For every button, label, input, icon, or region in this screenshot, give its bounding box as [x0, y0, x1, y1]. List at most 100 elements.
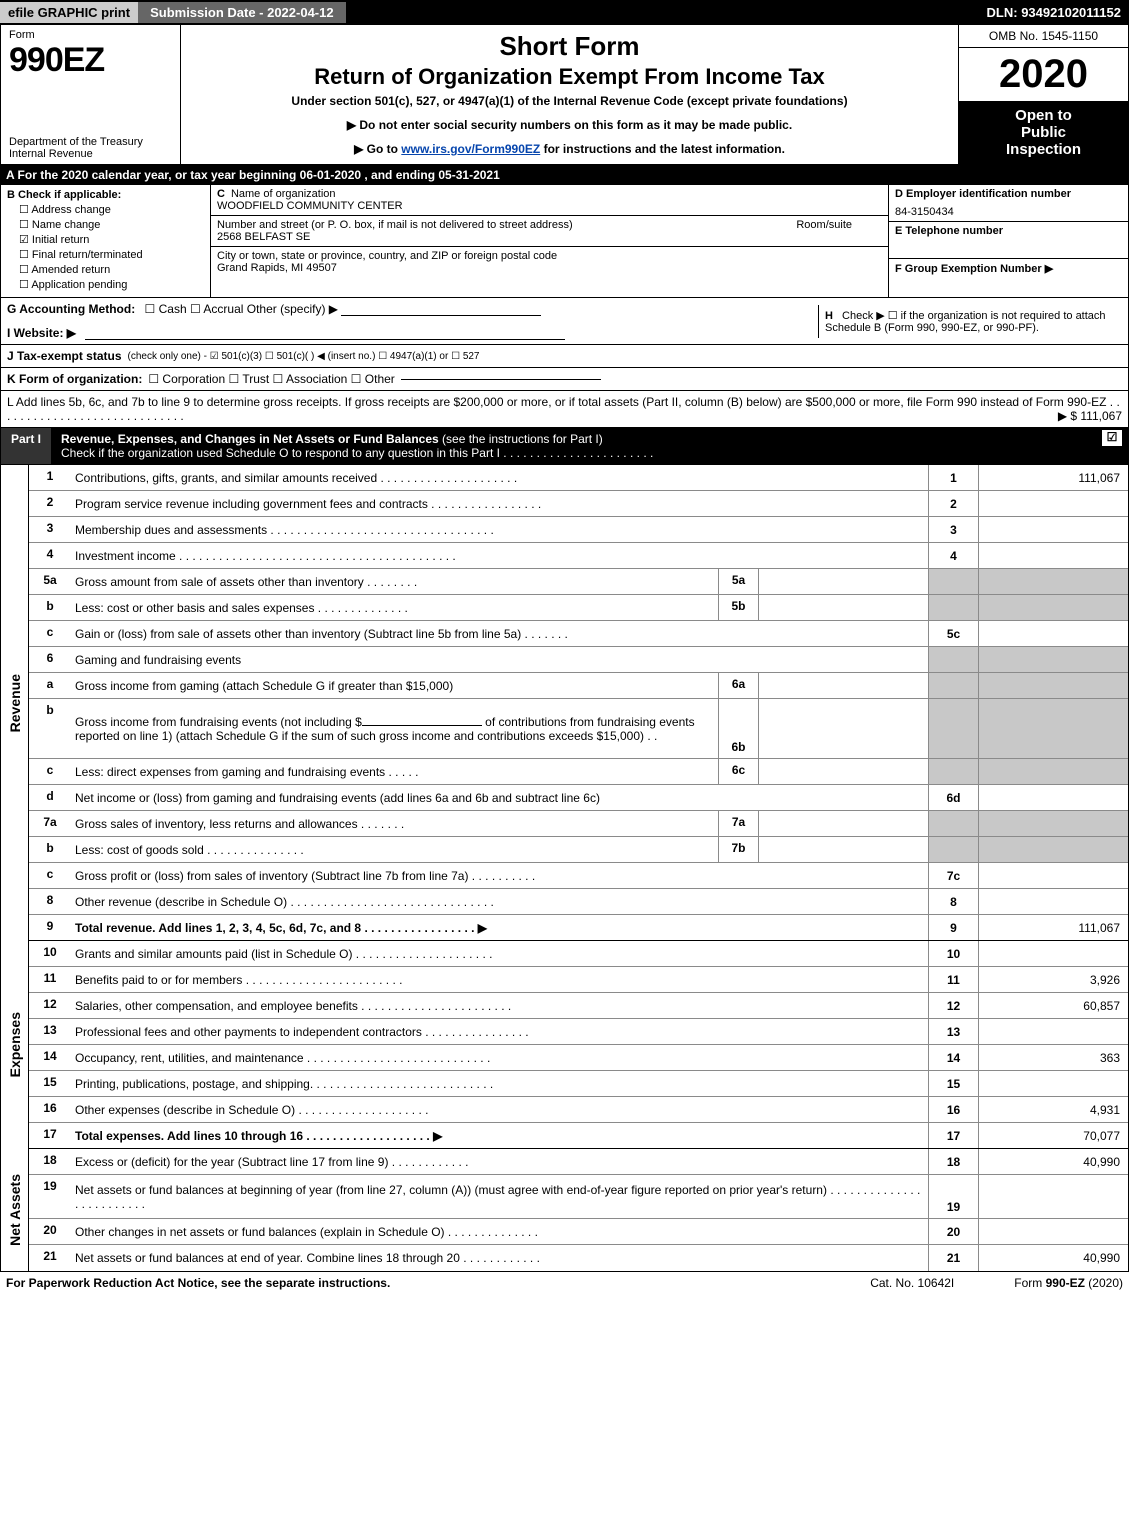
line-2: 2Program service revenue including gover…	[29, 491, 1128, 517]
line-18: 18Excess or (deficit) for the year (Subt…	[29, 1149, 1128, 1175]
line-3: 3Membership dues and assessments . . . .…	[29, 517, 1128, 543]
org-city: Grand Rapids, MI 49507	[217, 262, 337, 274]
form-note-url: ▶ Go to www.irs.gov/Form990EZ for instru…	[191, 142, 948, 156]
line-19: 19Net assets or fund balances at beginni…	[29, 1175, 1128, 1219]
line-6d: dNet income or (loss) from gaming and fu…	[29, 785, 1128, 811]
group-exemption: F Group Exemption Number ▶	[889, 258, 1128, 278]
chk-address-change[interactable]: ☐ Address change	[19, 203, 204, 216]
open-to-public: Open to Public Inspection	[959, 101, 1128, 164]
line-5c: cGain or (loss) from sale of assets othe…	[29, 621, 1128, 647]
line-21: 21Net assets or fund balances at end of …	[29, 1245, 1128, 1271]
line-9: 9Total revenue. Add lines 1, 2, 3, 4, 5c…	[29, 915, 1128, 941]
row-g-h: G Accounting Method: ☐ Cash ☐ Accrual Ot…	[0, 298, 1129, 345]
irs-link[interactable]: www.irs.gov/Form990EZ	[401, 142, 540, 156]
dln-number: DLN: 93492102011152	[987, 5, 1129, 20]
paperwork-notice: For Paperwork Reduction Act Notice, see …	[6, 1276, 870, 1290]
expenses-label: Expenses	[1, 941, 29, 1149]
line-5b: bLess: cost or other basis and sales exp…	[29, 595, 1128, 621]
revenue-section: Revenue 1Contributions, gifts, grants, a…	[0, 465, 1129, 941]
submission-date: Submission Date - 2022-04-12	[138, 2, 346, 23]
line-18-value: 40,990	[978, 1149, 1128, 1174]
block-c: CName of organization WOODFIELD COMMUNIT…	[211, 185, 888, 297]
room-suite: Room/suite	[796, 219, 852, 243]
chk-application-pending[interactable]: ☐ Application pending	[19, 278, 204, 291]
line-14-value: 363	[978, 1045, 1128, 1070]
expenses-section: Expenses 10Grants and similar amounts pa…	[0, 941, 1129, 1149]
line-6c: cLess: direct expenses from gaming and f…	[29, 759, 1128, 785]
chk-final-return[interactable]: ☐ Final return/terminated	[19, 248, 204, 261]
form-header-mid: Short Form Return of Organization Exempt…	[181, 25, 958, 164]
total-revenue: 111,067	[978, 915, 1128, 940]
efile-print-label: efile GRAPHIC print	[0, 2, 138, 23]
accounting-method-label: G Accounting Method:	[7, 302, 135, 316]
row-j-tax-exempt: J Tax-exempt status (check only one) - ☑…	[0, 345, 1129, 368]
row-a-tax-year: A For the 2020 calendar year, or tax yea…	[0, 165, 1129, 185]
line-11-value: 3,926	[978, 967, 1128, 992]
line-7c: cGross profit or (loss) from sales of in…	[29, 863, 1128, 889]
top-bar: efile GRAPHIC print Submission Date - 20…	[0, 0, 1129, 24]
line-15: 15Printing, publications, postage, and s…	[29, 1071, 1128, 1097]
revenue-label: Revenue	[1, 465, 29, 941]
row-h-schedule-b: H Check ▶ ☐ if the organization is not r…	[818, 305, 1128, 338]
page-footer: For Paperwork Reduction Act Notice, see …	[0, 1272, 1129, 1294]
total-expenses: 70,077	[978, 1123, 1128, 1148]
form-header-left: Form 990EZ Department of the Treasury In…	[1, 25, 181, 164]
net-assets-section: Net Assets 18Excess or (deficit) for the…	[0, 1149, 1129, 1272]
form-subtitle: Under section 501(c), 527, or 4947(a)(1)…	[191, 94, 948, 108]
org-name-row: CName of organization WOODFIELD COMMUNIT…	[211, 185, 888, 216]
line-6b: bGross income from fundraising events (n…	[29, 699, 1128, 759]
form-code: 990EZ	[9, 41, 172, 80]
org-address-row: Number and street (or P. O. box, if mail…	[211, 216, 888, 247]
line-16: 16Other expenses (describe in Schedule O…	[29, 1097, 1128, 1123]
block-b-header: B Check if applicable:	[7, 189, 121, 201]
line-6a: aGross income from gaming (attach Schedu…	[29, 673, 1128, 699]
form-header: Form 990EZ Department of the Treasury In…	[0, 24, 1129, 165]
form-word: Form	[9, 29, 172, 41]
tax-year: 2020	[959, 48, 1128, 101]
line-6: 6Gaming and fundraising events	[29, 647, 1128, 673]
form-header-right: OMB No. 1545-1150 2020 Open to Public In…	[958, 25, 1128, 164]
line-1-value: 111,067	[978, 465, 1128, 490]
line-17: 17Total expenses. Add lines 10 through 1…	[29, 1123, 1128, 1149]
block-d-e-f: D Employer identification number 84-3150…	[888, 185, 1128, 297]
form-title: Return of Organization Exempt From Incom…	[191, 64, 948, 90]
line-14: 14Occupancy, rent, utilities, and mainte…	[29, 1045, 1128, 1071]
block-b: B Check if applicable: ☐ Address change …	[1, 185, 211, 297]
form-note-ssn: ▶ Do not enter social security numbers o…	[191, 118, 948, 132]
line-7b: bLess: cost of goods sold . . . . . . . …	[29, 837, 1128, 863]
phone-label: E Telephone number	[889, 221, 1128, 240]
line-5a: 5aGross amount from sale of assets other…	[29, 569, 1128, 595]
ein-label: D Employer identification number	[889, 185, 1128, 203]
ein-value: 84-3150434	[889, 203, 1128, 221]
block-b-through-f: B Check if applicable: ☐ Address change …	[0, 185, 1129, 298]
line-20: 20Other changes in net assets or fund ba…	[29, 1219, 1128, 1245]
line-10: 10Grants and similar amounts paid (list …	[29, 941, 1128, 967]
line-13: 13Professional fees and other payments t…	[29, 1019, 1128, 1045]
line-1: 1Contributions, gifts, grants, and simil…	[29, 465, 1128, 491]
schedule-o-checkbox[interactable]: ☑	[1102, 430, 1122, 446]
short-form-label: Short Form	[191, 31, 948, 62]
row-l-gross-receipts: L Add lines 5b, 6c, and 7b to line 9 to …	[0, 391, 1129, 428]
line-12: 12Salaries, other compensation, and empl…	[29, 993, 1128, 1019]
chk-initial-return[interactable]: ☑ Initial return	[19, 233, 204, 246]
accounting-method-opts: ☐ Cash ☐ Accrual Other (specify) ▶	[145, 302, 338, 316]
catalog-number: Cat. No. 10642I	[870, 1276, 954, 1290]
line-21-value: 40,990	[978, 1245, 1128, 1271]
form-number-footer: Form 990-EZ (2020)	[1014, 1276, 1123, 1290]
line-7a: 7aGross sales of inventory, less returns…	[29, 811, 1128, 837]
line-12-value: 60,857	[978, 993, 1128, 1018]
omb-number: OMB No. 1545-1150	[959, 25, 1128, 48]
dept-treasury: Department of the Treasury Internal Reve…	[9, 136, 172, 160]
line-4: 4Investment income . . . . . . . . . . .…	[29, 543, 1128, 569]
gross-receipts-amount: ▶ $ 111,067	[1058, 409, 1122, 423]
website-label: I Website: ▶	[7, 326, 76, 340]
chk-amended-return[interactable]: ☐ Amended return	[19, 263, 204, 276]
org-city-row: City or town, state or province, country…	[211, 247, 888, 277]
chk-name-change[interactable]: ☐ Name change	[19, 218, 204, 231]
net-assets-label: Net Assets	[1, 1149, 29, 1271]
line-11: 11Benefits paid to or for members . . . …	[29, 967, 1128, 993]
row-k-form-org: K Form of organization: ☐ Corporation ☐ …	[0, 368, 1129, 391]
part-1-header: Part I Revenue, Expenses, and Changes in…	[0, 428, 1129, 465]
line-8: 8Other revenue (describe in Schedule O) …	[29, 889, 1128, 915]
org-address: 2568 BELFAST SE	[217, 231, 310, 243]
